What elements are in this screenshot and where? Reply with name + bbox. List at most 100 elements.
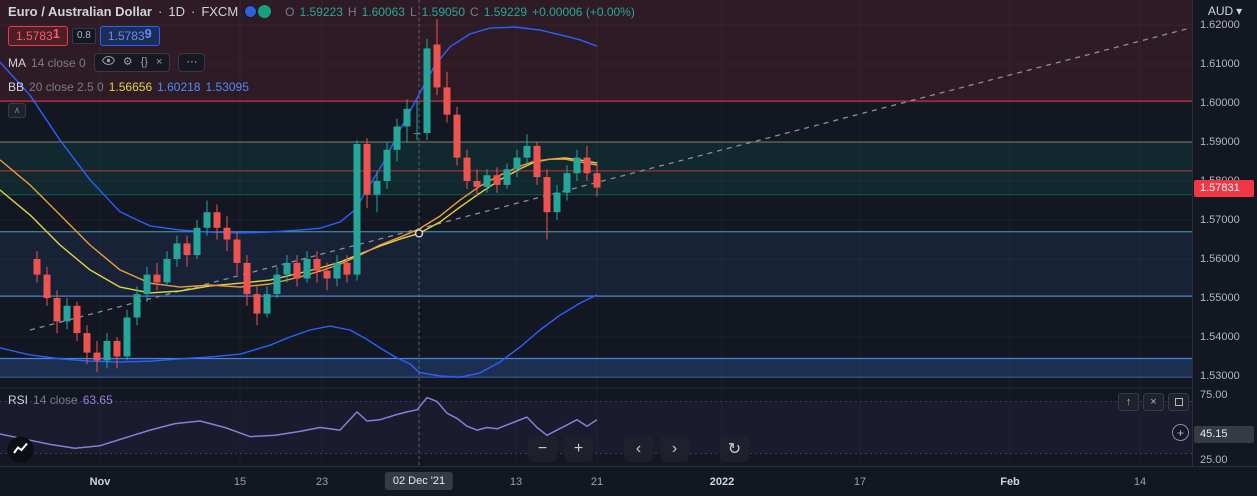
candle-body	[143, 274, 151, 295]
bb-params: 20 close 2.5 0	[29, 80, 104, 94]
rsi-params: 14 close	[33, 393, 78, 407]
rsi-value: 63.65	[82, 393, 113, 407]
visibility-eye-icon[interactable]	[101, 55, 115, 69]
scroll-left-button[interactable]: ‹	[624, 436, 653, 462]
open-label: O	[285, 4, 295, 19]
candle-body	[113, 340, 121, 357]
candle-body	[523, 145, 531, 158]
price-label: 1.59000	[1200, 136, 1240, 148]
price-label: 1.56000	[1200, 253, 1240, 265]
last-price-badge: 1.57831	[1194, 180, 1254, 197]
candle-body	[493, 175, 501, 185]
candle-body	[313, 259, 321, 271]
buy-button[interactable]: 1.57839	[99, 26, 160, 46]
candle-body	[453, 114, 461, 158]
tradingview-logo[interactable]	[7, 436, 34, 466]
header-separator: ·	[190, 4, 196, 19]
price-axis[interactable]: AUD ▾ 1.57831 45.15 1.62000 1.61000 1.6000…	[1192, 0, 1257, 466]
time-label: 14	[1133, 476, 1147, 488]
candle-body	[173, 243, 181, 259]
more-options-group: ⋯	[178, 53, 206, 72]
rsi-crosshair-badge: 45.15	[1194, 426, 1254, 443]
scroll-right-button[interactable]: ›	[660, 436, 689, 462]
ma-name[interactable]: MA	[8, 55, 26, 70]
more-options-icon[interactable]: ⋯	[186, 56, 198, 68]
candle-body	[103, 340, 111, 361]
reset-chart-button[interactable]: ↻	[720, 436, 749, 462]
maximize-pane-button[interactable]	[1168, 393, 1189, 411]
bb-name[interactable]: BB	[8, 80, 25, 94]
candle-body	[93, 352, 101, 361]
collapse-legend-button[interactable]: ∧	[8, 103, 26, 118]
arrow-up-icon: ↑	[1125, 396, 1132, 408]
candle-body	[563, 173, 571, 193]
chart-canvas[interactable]	[0, 0, 1192, 466]
quote-currency-flag-icon	[258, 5, 272, 18]
price-label: 1.55000	[1200, 292, 1240, 304]
price-zone	[0, 0, 1192, 101]
candle-body	[373, 181, 381, 195]
candle-body	[483, 175, 491, 187]
change-value: +0.00006 (+0.00%)	[532, 4, 635, 19]
price-label: 1.60000	[1200, 97, 1240, 109]
bb-lower-line	[0, 294, 598, 378]
symbol-header: Euro / Australian Dollar · 1D · FXCM O 1.…	[8, 4, 635, 19]
source-code-icon[interactable]: {}	[140, 56, 148, 68]
open-value: 1.59223	[299, 4, 343, 19]
candle-body	[383, 149, 391, 181]
high-label: H	[347, 4, 357, 19]
crosshair-date-badge: 02 Dec '21	[384, 472, 454, 490]
candle-body	[303, 259, 311, 279]
base-currency-flag-icon	[244, 5, 258, 18]
time-label: 2022	[709, 476, 735, 488]
price-zone	[0, 358, 1192, 378]
candle-body	[83, 333, 91, 353]
sell-button[interactable]: 1.57831	[8, 26, 68, 46]
close-pane-button[interactable]: ×	[1143, 393, 1164, 411]
candle-body	[473, 181, 481, 187]
rsi-indicator-legend: RSI 14 close 63.65	[8, 393, 113, 407]
price-label: 1.62000	[1200, 19, 1240, 31]
candle-body	[43, 274, 51, 298]
remove-indicator-icon[interactable]: ×	[155, 56, 163, 68]
rsi-scale-label: 75.00	[1200, 389, 1228, 401]
close-value: 1.59229	[483, 4, 528, 19]
candle-body	[323, 270, 331, 279]
rsi-band	[0, 401, 1192, 454]
candle-body	[233, 239, 241, 263]
exchange-label[interactable]: FXCM	[201, 4, 239, 19]
candle-body	[413, 133, 421, 135]
symbol-title[interactable]: Euro / Australian Dollar	[8, 4, 152, 19]
candle-body	[273, 274, 281, 295]
candle-body	[123, 317, 131, 357]
candle-body	[513, 157, 521, 170]
chevron-down-icon: ▾	[1236, 4, 1243, 18]
candle-body	[463, 157, 471, 181]
candle-body	[163, 259, 171, 283]
time-axis[interactable]: 02 Dec '21 Nov 15 23 13 21 2022 17 Feb 14	[0, 466, 1257, 496]
move-pane-up-button[interactable]: ↑	[1118, 393, 1139, 411]
rsi-name[interactable]: RSI	[8, 393, 29, 407]
candle-body	[53, 298, 61, 322]
axis-currency-toggle[interactable]: AUD ▾	[1193, 2, 1257, 20]
bb-lower-value: 1.53095	[205, 80, 249, 94]
indicator-toolbar: ⚙ {} ×	[93, 53, 171, 72]
candle-body	[543, 177, 551, 213]
zoom-out-button[interactable]: −	[528, 436, 557, 462]
chart-area[interactable]: Euro / Australian Dollar · 1D · FXCM O 1.…	[0, 0, 1192, 466]
candle-body	[573, 157, 581, 174]
add-alert-plus-icon[interactable]: +	[1172, 424, 1189, 441]
candle-body	[293, 262, 301, 279]
candle-body	[193, 227, 201, 256]
settings-gear-icon[interactable]: ⚙	[122, 56, 133, 68]
interval-button[interactable]: 1D	[168, 4, 185, 19]
time-label: 17	[853, 476, 867, 488]
candle-body	[213, 212, 221, 228]
candle-body	[423, 48, 431, 133]
bb-basis-value: 1.56656	[108, 80, 153, 94]
time-label: 21	[590, 476, 604, 488]
chart-navigation-toolbar: − + ‹ › ↻	[528, 436, 756, 462]
zoom-in-button[interactable]: +	[564, 436, 593, 462]
candle-body	[73, 305, 81, 334]
